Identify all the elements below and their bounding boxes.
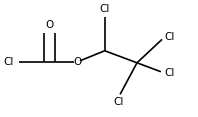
Text: O: O	[73, 57, 81, 67]
Text: Cl: Cl	[165, 32, 175, 42]
Text: Cl: Cl	[165, 68, 175, 78]
Text: O: O	[45, 20, 54, 30]
Text: Cl: Cl	[3, 57, 14, 67]
Text: Cl: Cl	[113, 97, 124, 107]
Text: Cl: Cl	[100, 4, 110, 14]
